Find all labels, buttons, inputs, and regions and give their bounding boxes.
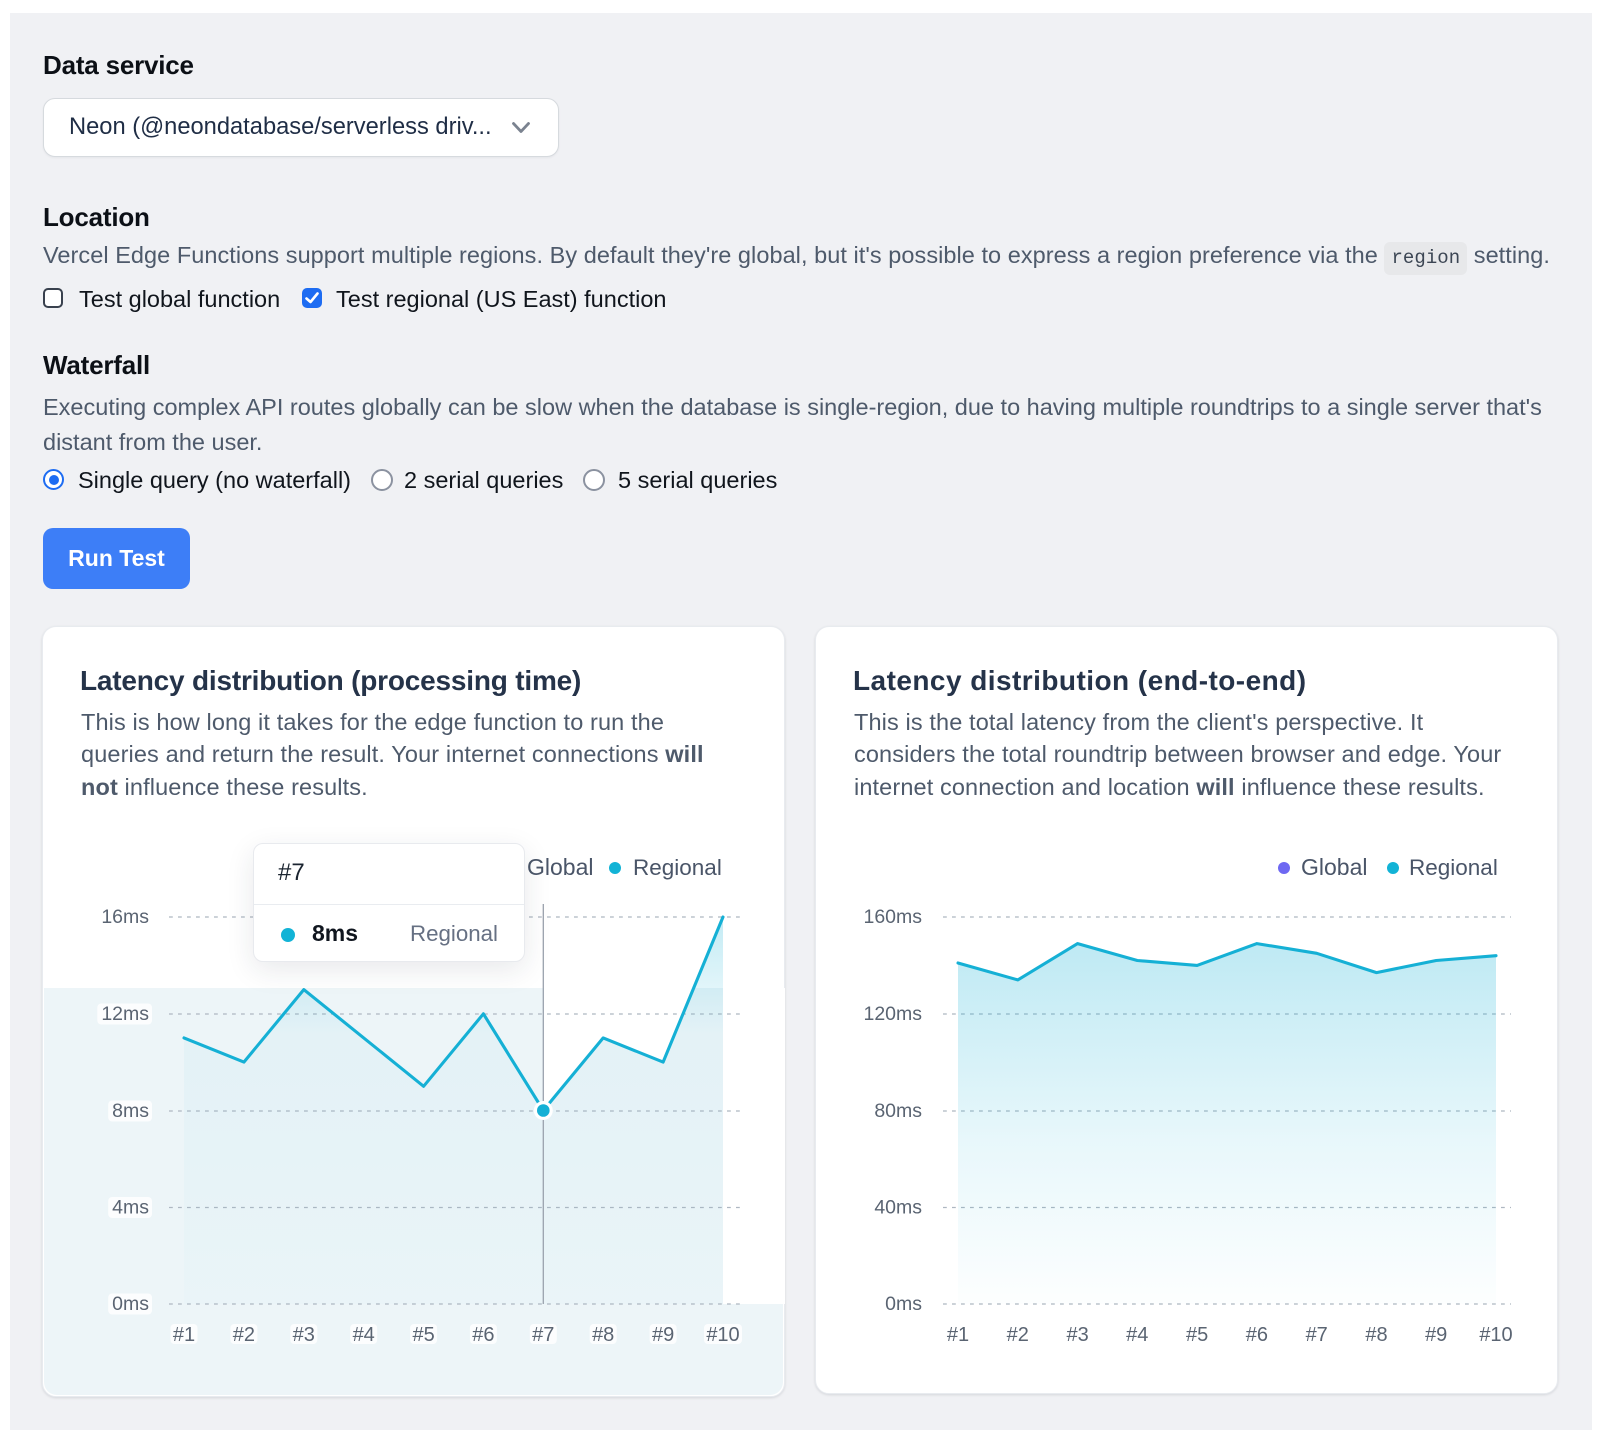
svg-text:#8: #8	[592, 1324, 614, 1346]
svg-text:0ms: 0ms	[885, 1293, 922, 1315]
svg-text:#9: #9	[1425, 1324, 1447, 1346]
svg-text:120ms: 120ms	[863, 1003, 922, 1025]
svg-text:#1: #1	[947, 1324, 969, 1346]
svg-text:#6: #6	[472, 1324, 494, 1346]
svg-text:Global: Global	[1301, 854, 1367, 880]
svg-text:#8: #8	[1365, 1324, 1387, 1346]
svg-text:#7: #7	[532, 1324, 554, 1346]
svg-text:Global: Global	[527, 854, 593, 880]
svg-text:#2: #2	[233, 1324, 255, 1346]
svg-text:8ms: 8ms	[112, 1100, 149, 1122]
svg-text:Regional: Regional	[1409, 855, 1498, 880]
svg-text:#7: #7	[1306, 1324, 1328, 1346]
svg-text:#6: #6	[1246, 1324, 1268, 1346]
svg-text:0ms: 0ms	[112, 1293, 149, 1315]
svg-text:#4: #4	[353, 1324, 375, 1346]
svg-text:#9: #9	[652, 1324, 674, 1346]
svg-text:16ms: 16ms	[101, 906, 149, 928]
svg-text:#2: #2	[1007, 1324, 1029, 1346]
svg-text:#3: #3	[1066, 1324, 1088, 1346]
svg-text:4ms: 4ms	[112, 1197, 149, 1219]
svg-text:#1: #1	[173, 1324, 195, 1346]
svg-text:#5: #5	[412, 1324, 434, 1346]
svg-text:#4: #4	[1126, 1324, 1148, 1346]
svg-text:80ms: 80ms	[874, 1100, 922, 1122]
svg-text:#10: #10	[1479, 1324, 1512, 1346]
svg-text:#10: #10	[706, 1324, 739, 1346]
svg-text:12ms: 12ms	[101, 1003, 149, 1025]
svg-text:160ms: 160ms	[863, 906, 922, 928]
svg-text:#3: #3	[293, 1324, 315, 1346]
svg-text:40ms: 40ms	[874, 1197, 922, 1219]
svg-text:#5: #5	[1186, 1324, 1208, 1346]
svg-text:Regional: Regional	[633, 855, 722, 880]
